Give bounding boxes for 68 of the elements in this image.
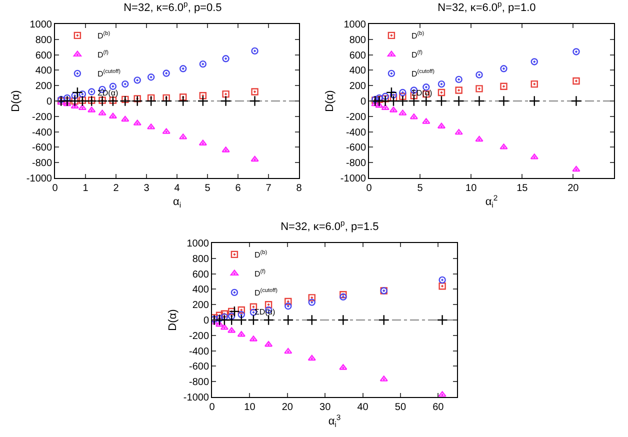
x-tick-label: 10	[244, 402, 256, 413]
y-tick-label: -1000	[26, 174, 52, 184]
x-tick-label: 6	[235, 183, 242, 194]
y-tick-label: 800	[349, 34, 366, 46]
chart-title: N=32, κ=6.0$^{p}$, p=1.0	[438, 0, 536, 14]
y-tick-label: -400	[32, 127, 52, 138]
y-tick-label: -200	[32, 112, 52, 123]
x-tick-label: 50	[394, 402, 406, 413]
chart-title: N=32, κ=6.0$^{p}$, p=1.5	[280, 218, 379, 233]
x-tick-label: 60	[432, 402, 444, 413]
y-tick-label: 800	[35, 34, 52, 46]
legend-label: D$^{(f)}$	[254, 268, 266, 279]
y-tick-label: 1000	[30, 20, 52, 30]
y-tick-label: -600	[346, 142, 366, 154]
x-tick-label: 30	[320, 402, 332, 413]
x-tick-label: 40	[357, 402, 369, 413]
x-tick-label: 5	[417, 183, 424, 194]
x-tick-label: 7	[266, 183, 272, 194]
legend-label: D$^{(cutoff)}$	[411, 68, 435, 79]
legend-label: D$^{(b)}$	[254, 249, 268, 260]
chart-title: N=32, κ=6.0$^{p}$, p=0.5	[124, 0, 222, 14]
y-tick-label: -800	[346, 158, 366, 170]
y-tick-label: -1000	[183, 392, 210, 404]
y-tick-label: -400	[188, 346, 210, 358]
x-tick-label: 5	[204, 183, 211, 194]
legend-label: D$^{(cutoff)}$	[254, 287, 278, 298]
y-tick-label: 800	[192, 254, 210, 265]
y-tick-label: 1000	[186, 238, 210, 250]
y-tick-label: -800	[188, 377, 210, 388]
y-axis-title: D(α)	[167, 309, 180, 331]
x-tick-label: 4	[174, 183, 180, 194]
y-tick-label: 600	[192, 269, 210, 280]
y-tick-label: 0	[203, 316, 210, 326]
y-tick-label: -1000	[340, 174, 366, 184]
x-tick-label: 10	[466, 183, 478, 194]
x-tick-label: 8	[296, 183, 302, 194]
y-tick-label: 200	[35, 81, 52, 92]
legend-label: D$^{(f)}$	[411, 49, 423, 60]
x-axis-title: α$_{i}$	[172, 196, 182, 210]
y-tick-label: 0	[360, 96, 366, 108]
y-tick-label: 200	[349, 81, 366, 92]
y-tick-label: -200	[188, 330, 210, 342]
legend-label: D$^{(f)}$	[97, 49, 109, 60]
x-tick-label: 20	[282, 402, 294, 413]
x-tick-label: 3	[144, 183, 150, 194]
y-axis-title: D(α)	[324, 90, 336, 112]
y-tick-label: 1000	[344, 20, 366, 30]
x-tick-label: 2	[113, 183, 120, 194]
y-tick-label: 600	[349, 50, 366, 62]
x-tick-label: 15	[516, 183, 528, 194]
y-tick-label: -400	[346, 127, 366, 138]
y-tick-label: 0	[46, 96, 52, 108]
y-tick-label: -800	[32, 158, 52, 170]
y-tick-label: 600	[35, 50, 52, 62]
y-tick-label: 400	[349, 66, 366, 77]
y-axis-title: D(α)	[10, 90, 22, 112]
y-tick-label: -600	[32, 142, 52, 154]
y-tick-label: -600	[188, 362, 210, 373]
x-tick-label: 20	[568, 183, 580, 194]
legend-label: D$^{(cutoff)}$	[97, 68, 121, 79]
y-tick-label: 400	[35, 66, 52, 77]
legend-label: ΣD(α)	[97, 88, 118, 98]
y-tick-label: -200	[346, 112, 366, 123]
y-tick-label: 200	[192, 300, 210, 312]
y-tick-label: 400	[192, 284, 210, 296]
legend-label: D$^{(b)}$	[411, 30, 424, 41]
legend-label: D$^{(b)}$	[97, 30, 110, 41]
x-tick-label: 1	[82, 183, 89, 194]
